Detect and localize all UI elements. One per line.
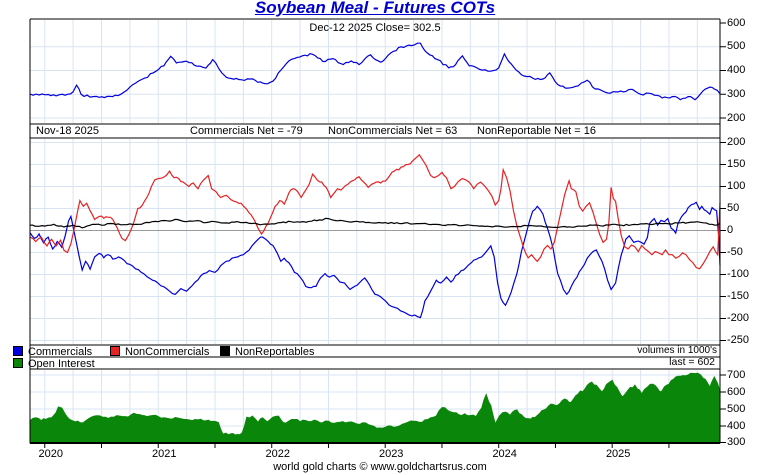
y-tick-label: 200	[727, 136, 746, 148]
legend-item-commercials: Commercials	[13, 346, 92, 358]
x-year-label: 2024	[492, 448, 517, 460]
legend-item-open-interest: Open Interest	[13, 358, 95, 370]
y-tick-label: 500	[727, 40, 746, 53]
y-tick-label: -150	[727, 290, 750, 302]
y-tick-label: 150	[727, 158, 746, 170]
cot-line-nonreportables	[29, 217, 721, 229]
x-year-label: 2021	[151, 448, 177, 460]
y-tick-label: 600	[727, 385, 746, 398]
y-tick-label: -100	[727, 268, 750, 280]
noncommercials-net-label: NonCommercials Net = 63	[328, 125, 458, 137]
y-tick-label: 400	[727, 64, 746, 76]
legend-item-noncommercials: NonCommercials	[110, 346, 209, 358]
cot-line-noncommercials	[29, 153, 721, 270]
legend-item-nonreportables: NonReportables	[220, 346, 315, 358]
y-tick-label: 100	[727, 180, 746, 192]
legend-label: NonCommercials	[125, 346, 210, 358]
y-tick-label: 400	[727, 419, 746, 432]
cot-line-commercials	[29, 201, 721, 319]
legend-swatch-icon	[220, 346, 230, 356]
gridlines	[30, 20, 720, 442]
nonreportable-net-label: NonReportable Net = 16	[477, 125, 596, 137]
legend-swatch-icon	[13, 358, 23, 368]
legend-label: Commercials	[28, 346, 93, 358]
oi-last-value-label: last = 602	[669, 356, 715, 368]
commercials-net-label: Commercials Net = -79	[190, 125, 303, 137]
x-year-label: 2025	[605, 448, 631, 460]
data-series	[29, 42, 721, 444]
y-tick-label: 0	[727, 224, 734, 236]
page-title: Soybean Meal - Futures COTs	[254, 0, 496, 17]
price-line	[29, 42, 721, 101]
x-year-label: 2020	[38, 448, 63, 460]
y-tick-label: -250	[727, 334, 750, 346]
y-tick-label: 700	[727, 368, 746, 381]
legend-label: NonReportables	[235, 346, 315, 358]
price-close-annotation: Dec-12 2025 Close= 302.5	[309, 22, 441, 34]
cot-date-label: Nov-18 2025	[36, 125, 99, 137]
y-tick-label: -200	[727, 312, 750, 324]
y-tick-label: 300	[727, 436, 746, 448]
y-tick-label: -50	[727, 246, 743, 258]
y-tick-label: 200	[727, 111, 746, 124]
legend-swatch-icon	[110, 346, 120, 356]
y-tick-label: 50	[727, 202, 740, 214]
y-tick-label: 300	[727, 87, 746, 100]
x-year-label: 2022	[265, 448, 290, 460]
footer-credit: world gold charts © www.goldchartsrus.co…	[273, 461, 487, 473]
open-interest-area	[29, 372, 721, 444]
y-tick-label: 600	[727, 16, 746, 29]
y-tick-label: 500	[727, 402, 746, 415]
x-year-label: 2023	[378, 448, 404, 460]
legend-label: Open Interest	[28, 358, 95, 370]
frame-and-ticks	[29, 18, 726, 448]
volumes-note: volumes in 1000's	[637, 345, 717, 356]
legend-swatch-icon	[13, 346, 23, 356]
